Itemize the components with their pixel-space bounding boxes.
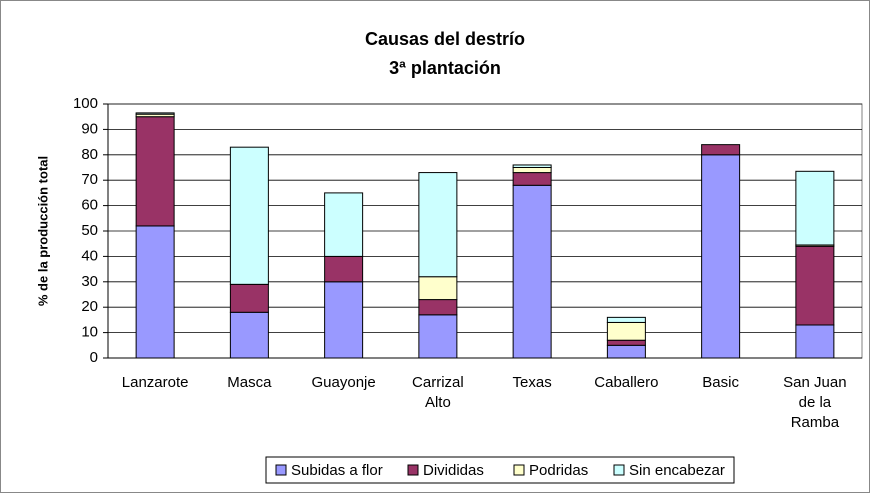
legend-swatch — [407, 464, 419, 476]
bar-segment — [701, 144, 741, 156]
y-tick-label: 60 — [81, 197, 98, 214]
y-axis-label: % de la producción total — [35, 156, 50, 306]
x-tick-label: Texas — [513, 374, 552, 391]
bar-segment — [418, 172, 458, 278]
y-tick-label: 40 — [81, 247, 98, 264]
bar-segment — [135, 225, 175, 359]
y-tick-label: 10 — [81, 324, 98, 341]
bar-segment — [512, 172, 552, 186]
legend-swatch — [613, 464, 625, 476]
legend-label: Subidas a flor — [291, 462, 383, 479]
x-tick-label: Lanzarote — [122, 374, 189, 391]
x-tick-label: Carrizal Alto — [412, 374, 464, 411]
bar-segment — [229, 283, 269, 313]
y-tick-label: 90 — [81, 120, 98, 137]
bar-segment — [606, 344, 646, 359]
bar-segment — [135, 116, 175, 227]
bar-segment — [512, 164, 552, 169]
y-tick-label: 30 — [81, 273, 98, 290]
legend-label: Sin encabezar — [629, 462, 725, 479]
chart-title: Causas del destrío — [365, 29, 525, 49]
y-tick-label: 20 — [81, 298, 98, 315]
bar-segment — [229, 146, 269, 285]
bar-segment — [418, 299, 458, 316]
bar-segment — [606, 339, 646, 346]
x-tick-label: Guayonje — [312, 374, 376, 391]
bar-segment — [418, 276, 458, 301]
bar-segment — [701, 154, 741, 359]
bar-segment — [795, 245, 835, 326]
legend-swatch — [275, 464, 287, 476]
bar-segment — [795, 324, 835, 359]
bar-segment — [512, 167, 552, 174]
y-tick-label: 50 — [81, 222, 98, 239]
bar-segment — [606, 316, 646, 323]
legend-label: Podridas — [529, 462, 588, 479]
bar-segment — [795, 170, 835, 246]
legend-swatch — [513, 464, 525, 476]
x-tick-label: San Juan de la Ramba — [783, 374, 846, 431]
x-tick-label: Basic — [702, 374, 739, 391]
bar-segment — [229, 311, 269, 359]
chart-subtitle: 3ª plantación — [389, 58, 501, 78]
bar-segment — [324, 281, 364, 359]
bar-segment — [606, 321, 646, 341]
bar-segment — [512, 184, 552, 359]
bar-segment — [324, 255, 364, 283]
bar-segment — [324, 192, 364, 257]
x-tick-label: Caballero — [594, 374, 658, 391]
legend-label: Divididas — [423, 462, 484, 479]
bar-segment — [418, 314, 458, 359]
y-tick-label: 80 — [81, 146, 98, 163]
bar-segment — [135, 112, 175, 115]
legend-box — [265, 456, 735, 484]
y-tick-label: 0 — [90, 349, 98, 366]
y-tick-label: 70 — [81, 171, 98, 188]
x-tick-label: Masca — [227, 374, 272, 391]
y-tick-label: 100 — [73, 95, 98, 112]
